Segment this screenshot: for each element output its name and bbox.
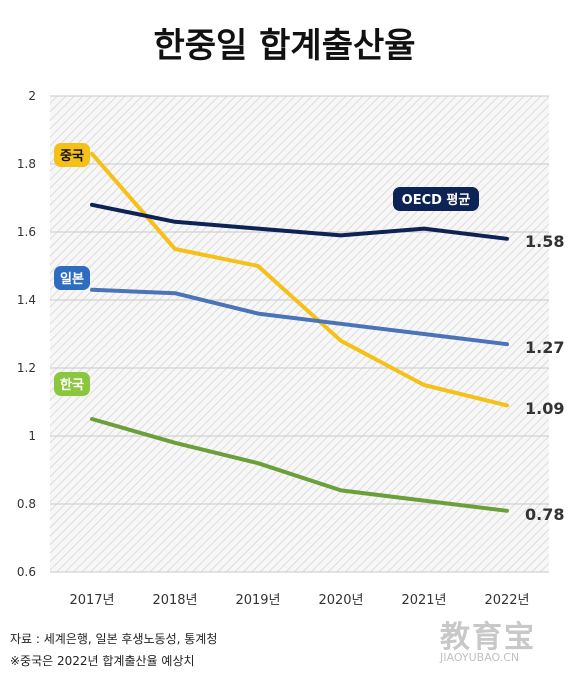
- watermark-url: JIAOYUBAO.CN: [440, 651, 520, 664]
- series-badge: [54, 372, 90, 396]
- series-badge-label: 한국: [60, 377, 84, 393]
- x-tick-label: 2020년: [318, 593, 363, 608]
- plot-area: [50, 96, 549, 572]
- series-line: [90, 417, 509, 513]
- series-badge-label: 일본: [60, 272, 84, 287]
- x-tick-label: 2021년: [401, 593, 446, 608]
- y-tick-label: 1.2: [17, 361, 36, 375]
- x-axis-ticks: 2017년 2018년 2019년 2020년 2021년 2022년: [69, 593, 529, 608]
- chart-title: 한중일 합계출산율: [153, 26, 416, 66]
- y-axis-ticks: 2 1.8 1.6 1.4 1.2 1 0.8 0.6: [17, 89, 36, 579]
- end-labels: 1.09 1.58 1.27 0.78: [525, 232, 564, 524]
- y-tick-label: 1.4: [17, 293, 36, 307]
- footnote-text: ※중국은 2022년 합계출산율 예상치: [10, 654, 195, 668]
- series-badge-label: 중국: [60, 149, 84, 164]
- x-tick-label: 2018년: [152, 593, 197, 608]
- watermark-logo: 教育宝: [440, 620, 536, 655]
- series-lines: [90, 151, 509, 513]
- series-line: [90, 202, 509, 241]
- x-tick-label: 2019년: [235, 593, 280, 608]
- y-tick-label: 0.8: [17, 497, 36, 511]
- end-value-label: 1.27: [525, 338, 564, 357]
- series-badge-label: OECD 평균: [402, 192, 471, 208]
- series-line: [90, 287, 509, 347]
- end-value-label: 0.78: [525, 505, 564, 524]
- x-tick-label: 2022년: [484, 593, 529, 608]
- y-tick-label: 1.8: [17, 157, 36, 171]
- series-line: [90, 151, 509, 408]
- end-value-label: 1.58: [525, 232, 564, 251]
- y-tick-label: 0.6: [17, 565, 36, 579]
- source-text: 자료 : 세계은행, 일본 후생노동성, 통계청: [10, 632, 218, 646]
- y-tick-label: 1.6: [17, 225, 36, 239]
- series-badge: [393, 187, 479, 211]
- y-tick-label: 2: [28, 89, 36, 103]
- x-tick-label: 2017년: [69, 593, 114, 608]
- y-tick-label: 1: [28, 429, 36, 443]
- series-badge: [54, 143, 90, 167]
- end-value-label: 1.09: [525, 399, 564, 418]
- series-badge: [54, 266, 90, 290]
